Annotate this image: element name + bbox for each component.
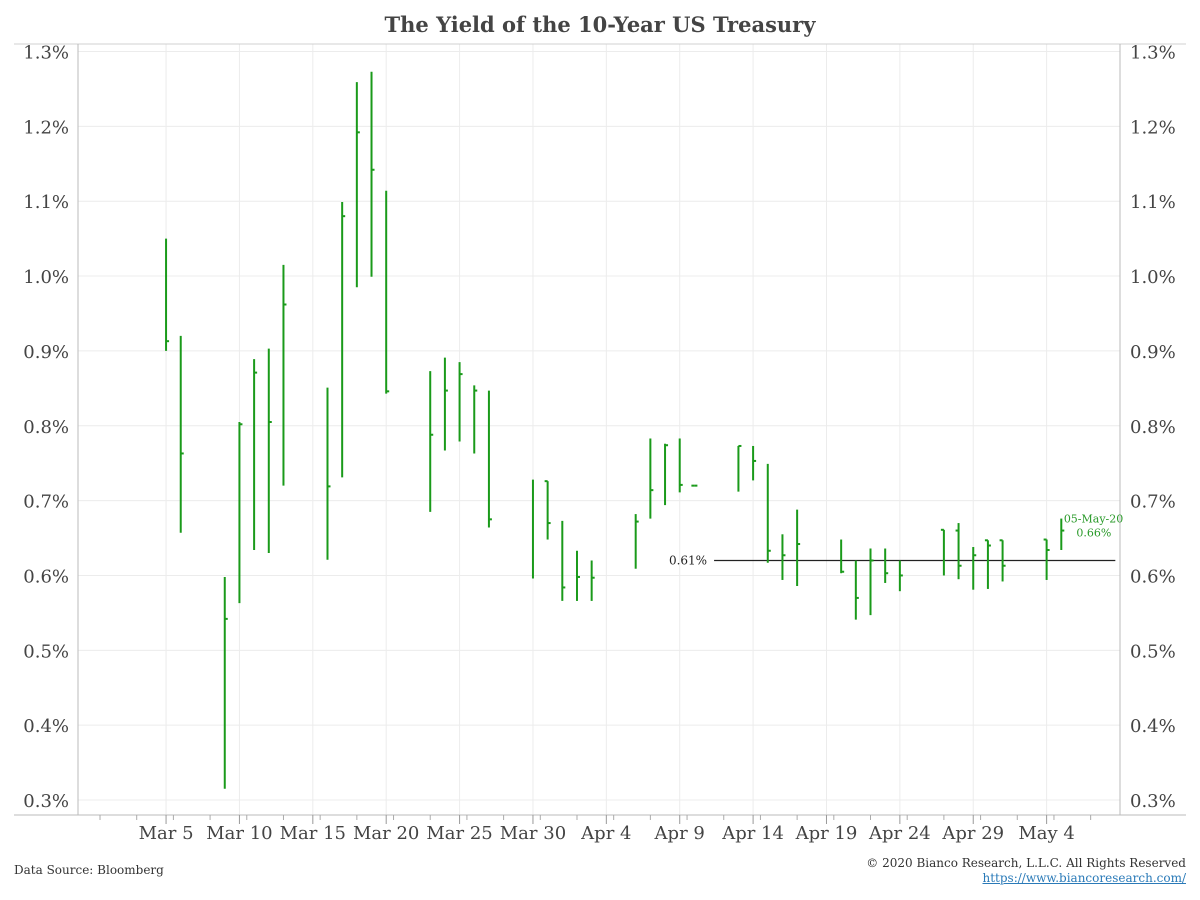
annotation-value: 0.66% [1076, 527, 1111, 540]
y-tick-label-right: 1.3% [1130, 42, 1176, 63]
y-tick-label-left: 1.3% [23, 42, 69, 63]
x-tick-label: Mar 30 [500, 823, 566, 844]
gridlines [78, 44, 1120, 815]
price-bars [165, 71, 1065, 789]
chart-frame [14, 43, 1186, 816]
reference-line-group: 0.61% [669, 553, 1116, 567]
reference-line-label: 0.61% [669, 553, 707, 567]
annotation-date: 05-May-20 [1064, 513, 1123, 526]
y-tick-label-right: 0.4% [1130, 716, 1176, 737]
y-tick-label-right: 0.5% [1130, 641, 1176, 662]
y-axis-right: 0.3% 0.4% 0.5% 0.6% 0.7% 0.8% 0.9% 1.0% 1.1% 1.2%… [1130, 42, 1176, 812]
y-tick-label-left: 1.2% [23, 117, 69, 138]
x-tick-label: Apr 9 [654, 823, 705, 844]
x-tick-label: Apr 19 [795, 823, 858, 844]
y-tick-label-right: 1.0% [1130, 267, 1176, 288]
y-tick-label-left: 0.4% [23, 716, 69, 737]
x-tick-label: Mar 5 [139, 823, 194, 844]
y-tick-label-left: 0.9% [23, 342, 69, 363]
x-axis: Mar 5 Mar 10 Mar 15 Mar 20 Mar 25 Mar 30 Apr 4… [99, 815, 1092, 844]
y-tick-label-right: 0.8% [1130, 417, 1176, 438]
website-link[interactable]: https://www.biancoresearch.com/ [982, 871, 1186, 885]
last-value-annotation: 05-May-200.66% [1064, 513, 1123, 540]
y-tick-label-left: 0.8% [23, 417, 69, 438]
x-tick-label: Apr 14 [721, 823, 784, 844]
y-tick-label-right: 1.1% [1130, 192, 1176, 213]
chart-title: The Yield of the 10-Year US Treasury [384, 12, 816, 37]
x-tick-label: Mar 25 [426, 823, 492, 844]
x-tick-label: Apr 4 [580, 823, 631, 844]
y-tick-label-right: 1.2% [1130, 117, 1176, 138]
y-axis-left: 0.3% 0.4% 0.5% 0.6% 0.7% 0.8% 0.9% 1.0% 1.1% 1.2%… [23, 42, 69, 812]
y-tick-label-left: 0.6% [23, 566, 69, 587]
x-tick-label: Mar 15 [280, 823, 346, 844]
x-tick-label: Apr 29 [941, 823, 1004, 844]
y-tick-label-right: 0.9% [1130, 342, 1176, 363]
y-tick-label-left: 1.0% [23, 267, 69, 288]
x-tick-label: Mar 20 [353, 823, 419, 844]
y-tick-label-left: 0.7% [23, 492, 69, 513]
copyright-note: © 2020 Bianco Research, L.L.C. All Right… [866, 856, 1186, 870]
y-tick-label-left: 1.1% [23, 192, 69, 213]
y-tick-label-right: 0.7% [1130, 492, 1176, 513]
y-tick-label-left: 0.5% [23, 641, 69, 662]
y-tick-label-right: 0.3% [1130, 791, 1176, 812]
x-tick-label: Apr 24 [868, 823, 931, 844]
x-tick-label: May 4 [1018, 823, 1075, 844]
y-tick-label-left: 0.3% [23, 791, 69, 812]
data-source-note: Data Source: Bloomberg [14, 863, 164, 877]
y-tick-label-right: 0.6% [1130, 566, 1176, 587]
x-tick-label: Mar 10 [206, 823, 272, 844]
